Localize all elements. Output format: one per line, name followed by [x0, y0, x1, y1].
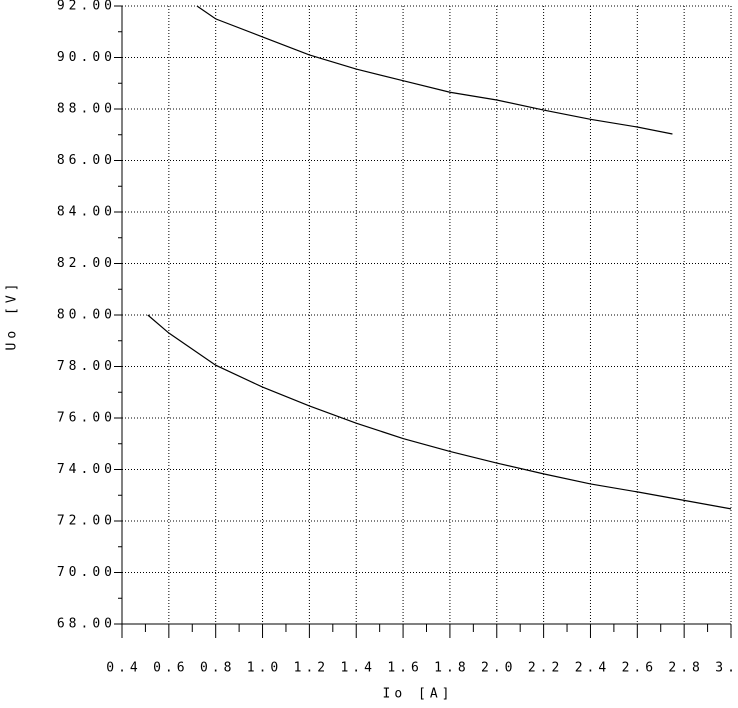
y-tick-label: 88.00 — [57, 102, 116, 117]
x-tick-label: 1.0 — [247, 661, 282, 676]
x-axis-label: Io [A] — [383, 687, 454, 702]
y-axis-label: Uo [V] — [5, 280, 20, 351]
y-tick-label: 84.00 — [57, 205, 116, 220]
x-tick-label: 1.4 — [340, 661, 375, 676]
x-tick-label: 0.4 — [106, 661, 141, 676]
x-tick-label: 3.0 — [715, 661, 738, 676]
y-tick-label: 68.00 — [57, 617, 116, 632]
y-tick-label: 86.00 — [57, 153, 116, 168]
y-tick-label: 76.00 — [57, 411, 116, 426]
y-tick-label: 72.00 — [57, 514, 116, 529]
data-line — [147, 314, 732, 510]
y-tick-label: 74.00 — [57, 462, 116, 477]
y-tick-label: 92.00 — [57, 0, 116, 14]
x-tick-label: 0.8 — [200, 661, 235, 676]
y-tick-label: 90.00 — [57, 50, 116, 65]
x-tick-label: 2.4 — [575, 661, 610, 676]
x-tick-label: 0.6 — [153, 661, 188, 676]
x-tick-label: 2.6 — [622, 661, 657, 676]
data-line — [196, 5, 673, 135]
x-tick-label: 2.8 — [668, 661, 703, 676]
x-tick-label: 1.6 — [387, 661, 422, 676]
x-tick-label: 1.8 — [434, 661, 469, 676]
y-tick-label: 80.00 — [57, 308, 116, 323]
y-tick-label: 70.00 — [57, 565, 116, 580]
x-tick-label: 2.0 — [481, 661, 516, 676]
x-tick-label: 1.2 — [294, 661, 329, 676]
x-tick-label: 2.2 — [528, 661, 563, 676]
y-tick-label: 78.00 — [57, 359, 116, 374]
y-tick-label: 82.00 — [57, 256, 116, 271]
